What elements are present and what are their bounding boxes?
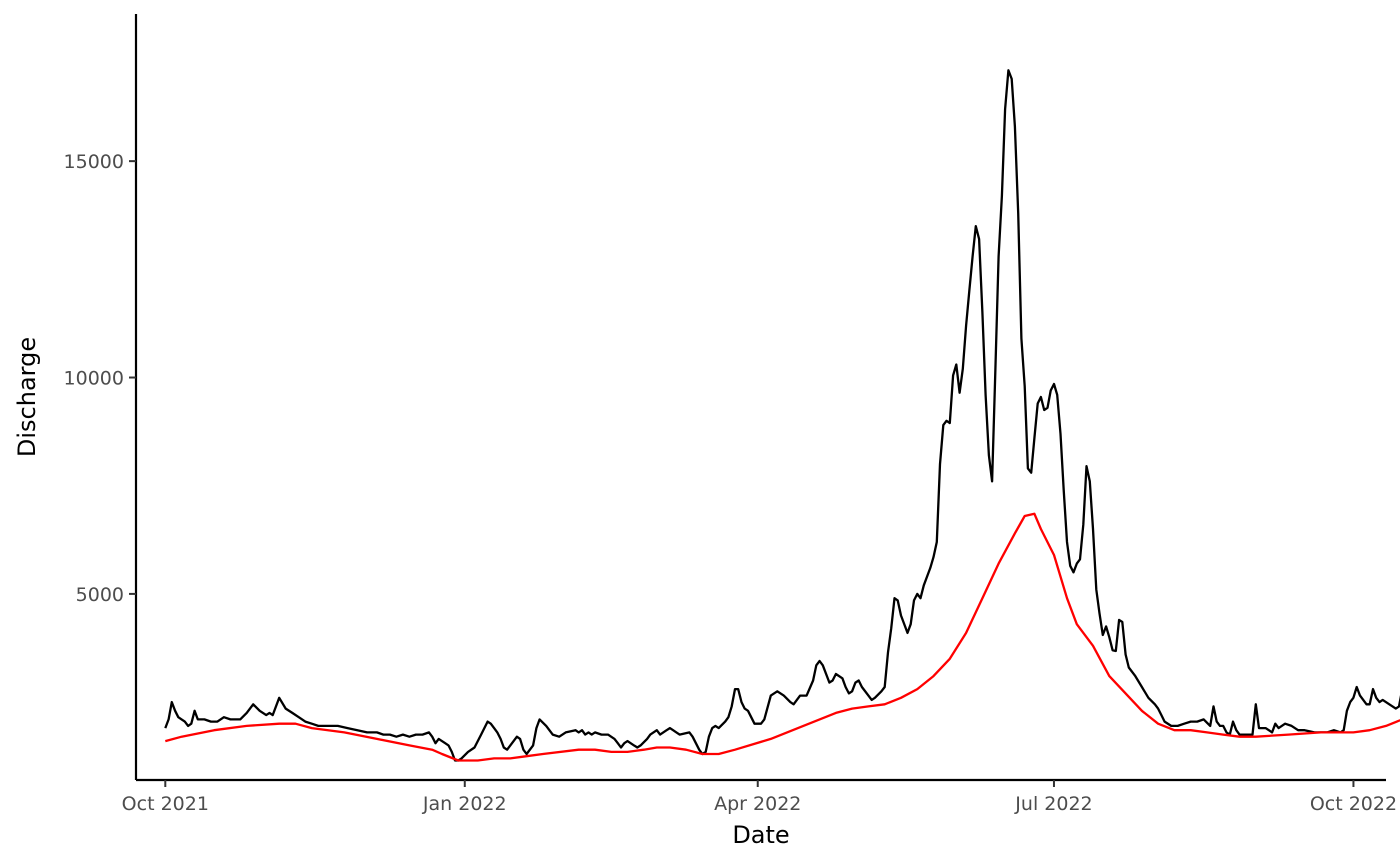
y-tick-label: 5000 bbox=[76, 584, 124, 606]
x-tick-label: Oct 2022 bbox=[1310, 793, 1397, 815]
x-tick-label: Jul 2022 bbox=[1014, 793, 1092, 815]
x-tick-label: Jan 2022 bbox=[422, 793, 507, 815]
y-axis-title: Discharge bbox=[13, 337, 41, 457]
y-tick-label: 15000 bbox=[64, 151, 124, 173]
series-line-2 bbox=[165, 512, 1400, 762]
series-line-1 bbox=[164, 69, 1400, 762]
y-tick-label: 10000 bbox=[64, 368, 124, 390]
x-tick-label: Apr 2022 bbox=[714, 793, 801, 815]
x-axis-ticks: Oct 2021 Jan 2022 Apr 2022 Jul 2022 Oct 2022 bbox=[122, 780, 1397, 815]
x-axis-title: Date bbox=[732, 821, 789, 849]
x-tick-label: Oct 2021 bbox=[122, 793, 209, 815]
y-axis-ticks: 5000 10000 15000 bbox=[64, 151, 136, 606]
series-lines bbox=[164, 69, 1400, 762]
